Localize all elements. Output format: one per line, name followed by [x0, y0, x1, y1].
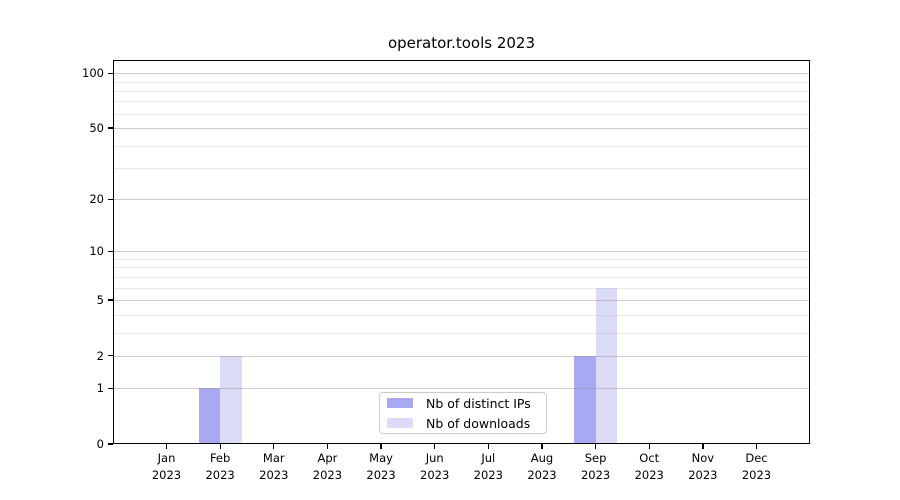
y-tick: [108, 198, 113, 201]
x-tick: [702, 444, 704, 449]
x-tick: [755, 444, 758, 449]
legend: Nb of distinct IPs Nb of downloads: [379, 392, 547, 434]
x-tick-label: Mar 2023: [259, 451, 289, 482]
gridline-minor: [113, 332, 810, 334]
gridline-minor: [113, 113, 810, 115]
bar-distinct-ips-feb: [198, 388, 221, 444]
y-tick-label: 20: [89, 192, 104, 207]
legend-row: Nb of distinct IPs: [387, 393, 546, 413]
y-tick-label: 50: [89, 121, 104, 136]
x-tick-label: Aug 2023: [527, 451, 557, 482]
y-tick: [108, 72, 113, 74]
gridline-major: [113, 128, 810, 130]
x-tick: [326, 444, 329, 449]
legend-row: Nb of downloads: [387, 413, 546, 433]
x-tick-label: Dec 2023: [741, 451, 772, 482]
y-tick-label: 1: [96, 381, 104, 396]
chart-title: operator.tools 2023: [387, 34, 536, 52]
legend-swatch-downloads: [387, 418, 413, 428]
y-tick-label: 5: [96, 293, 104, 308]
gridline-major: [113, 388, 810, 390]
legend-label-distinct-ips: Nb of distinct IPs: [426, 395, 531, 411]
x-tick: [273, 444, 275, 449]
x-tick: [594, 444, 597, 449]
y-tick: [108, 299, 113, 301]
gridline-minor: [113, 145, 810, 147]
axes-frame: [113, 60, 810, 444]
x-tick-label: Apr 2023: [312, 451, 343, 482]
y-tick: [108, 443, 113, 445]
x-tick: [487, 444, 489, 449]
gridline-major: [113, 355, 810, 357]
x-tick: [541, 444, 543, 449]
x-tick: [380, 444, 382, 449]
legend-swatch-distinct-ips: [387, 398, 413, 408]
gridline-minor: [113, 101, 810, 103]
x-tick-label: Sep 2023: [580, 451, 611, 482]
y-tick-label: 2: [96, 348, 104, 363]
gridline-minor: [113, 81, 810, 83]
gridline-major: [113, 300, 810, 302]
gridline-major: [113, 199, 810, 201]
gridline-minor: [113, 276, 810, 278]
gridline-minor: [113, 168, 810, 170]
gridline-major: [113, 73, 810, 75]
x-tick-label: Jan 2023: [151, 451, 182, 482]
x-tick-label: May 2023: [366, 451, 396, 482]
y-tick-label: 0: [96, 437, 104, 451]
x-tick-label: Feb 2023: [205, 451, 235, 482]
gridline-minor: [113, 258, 810, 260]
bar-downloads-feb: [220, 355, 242, 444]
gridline-minor: [113, 287, 810, 289]
gridline-major: [113, 251, 810, 253]
bar-distinct-ips-sep: [574, 355, 596, 444]
x-tick: [165, 444, 168, 449]
y-tick: [108, 387, 113, 389]
gridline-minor: [113, 90, 810, 92]
gridline-minor: [113, 267, 810, 269]
y-tick-label: 10: [89, 244, 104, 259]
y-tick: [108, 355, 113, 357]
x-tick-label: Jul 2023: [473, 451, 503, 482]
x-tick: [648, 444, 650, 449]
x-tick: [434, 444, 436, 449]
y-tick: [108, 127, 113, 129]
y-tick-label: 100: [82, 66, 104, 81]
x-tick-label: Oct 2023: [634, 451, 664, 482]
gridline-minor: [113, 314, 810, 316]
plot-area: [113, 60, 810, 444]
x-tick-label: Nov 2023: [688, 451, 718, 482]
bar-downloads-sep: [595, 287, 618, 444]
y-tick: [108, 250, 113, 253]
legend-label-downloads: Nb of downloads: [426, 415, 531, 431]
x-tick-label: Jun 2023: [420, 451, 450, 482]
x-tick: [219, 444, 221, 449]
